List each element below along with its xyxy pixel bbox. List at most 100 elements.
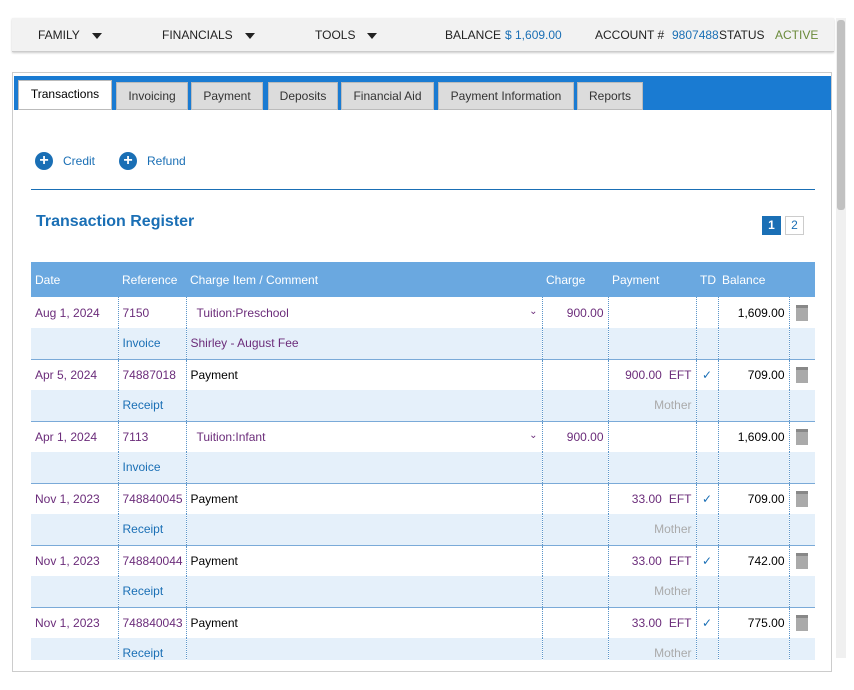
td-flag: ✓ (695, 545, 718, 576)
trash-icon[interactable] (796, 490, 809, 507)
charge-value: 900.00 (566, 305, 604, 320)
column-header: Balance (718, 262, 789, 297)
payer: Mother (607, 514, 696, 546)
tab[interactable]: Transactions (18, 80, 112, 110)
cell (695, 514, 718, 546)
page-button[interactable]: 2 (785, 216, 804, 235)
date: Nov 1, 2023 (31, 545, 118, 576)
plus-icon: + (35, 152, 53, 170)
financials-menu[interactable]: FINANCIALS (162, 28, 255, 42)
row-detail: Receipt Mother (31, 638, 815, 660)
charge: 900.00 (541, 297, 608, 328)
cell (541, 390, 608, 422)
balance: 775.00 (717, 607, 789, 638)
payer-text: Mother (654, 584, 692, 599)
comment: Shirley - August Fee (185, 328, 542, 360)
doc-link[interactable]: Receipt (117, 390, 186, 422)
menu-label: FAMILY (38, 28, 80, 42)
divider (31, 189, 815, 190)
date: Apr 5, 2024 (31, 359, 118, 390)
comment-text: Shirley - August Fee (190, 336, 299, 351)
payer-text: Mother (654, 398, 692, 413)
cell (788, 638, 815, 660)
balance-value: $ 1,609.00 (505, 28, 562, 42)
td-flag (695, 421, 718, 452)
cell (788, 576, 815, 608)
scroll-thumb[interactable] (837, 20, 845, 210)
item-text: Payment (190, 491, 238, 506)
payer: Mother (607, 390, 696, 422)
check: ✓ (701, 553, 713, 568)
trash-icon[interactable] (796, 366, 809, 383)
trash-icon[interactable] (796, 304, 809, 321)
doc-link[interactable]: Receipt (117, 638, 186, 660)
row: Apr 5, 2024 74887018 Payment 900.00 EFT ✓ 709.… (31, 359, 815, 390)
charge (541, 545, 608, 576)
tools-menu[interactable]: TOOLS (315, 28, 378, 42)
charge-value: 900.00 (566, 429, 604, 444)
trash-icon[interactable] (796, 428, 809, 445)
balance: 742.00 (717, 545, 789, 576)
payment-value: 900.00 (625, 367, 662, 382)
column-header: Date (31, 262, 118, 297)
date: Nov 1, 2023 (31, 483, 118, 514)
date: Nov 1, 2023 (31, 607, 118, 638)
header-row: Date Reference Charge Item / Comment Charge… (31, 262, 815, 297)
row-detail: Invoice Shirley - August Fee (31, 328, 815, 360)
cell (717, 390, 789, 422)
action-button[interactable]: + Refund (119, 152, 186, 170)
tab[interactable]: Payment (191, 82, 263, 110)
doc-link[interactable]: Invoice (117, 452, 186, 484)
cell (695, 638, 718, 660)
cell (541, 452, 608, 484)
status-label: STATUS (719, 28, 765, 42)
charge-item[interactable]: Tuition:Infant ⌄ (185, 421, 542, 452)
payment (607, 421, 696, 452)
item-text: Payment (190, 367, 238, 382)
balance: 1,609.00 (717, 297, 789, 328)
trash-icon[interactable] (796, 614, 809, 631)
tab[interactable]: Financial Aid (341, 82, 434, 110)
tab[interactable]: Deposits (268, 82, 338, 110)
doc-link[interactable]: Invoice (117, 328, 186, 360)
column-header (789, 262, 815, 297)
date: Apr 1, 2024 (31, 421, 118, 452)
doc-link[interactable]: Receipt (117, 514, 186, 546)
item-select: Tuition:Infant (196, 429, 266, 444)
tab[interactable]: Payment Information (438, 82, 574, 110)
trash-icon[interactable] (796, 552, 809, 569)
payment-value: 33.00 (631, 491, 662, 506)
scrollbar[interactable] (836, 18, 846, 658)
account-label: ACCOUNT # (595, 28, 665, 42)
reference: 7150 (117, 297, 186, 328)
cell (788, 514, 815, 546)
cell (541, 514, 608, 546)
payment-method: EFT (668, 615, 692, 630)
table-body: Aug 1, 2024 7150 Tuition:Preschool ⌄ 900.00 1… (31, 297, 815, 660)
charge (541, 607, 608, 638)
doc-link[interactable]: Receipt (117, 576, 186, 608)
payment-value: 33.00 (631, 615, 662, 630)
payer (607, 452, 696, 484)
item-text: Payment (190, 553, 238, 568)
tab[interactable]: Invoicing (116, 82, 188, 110)
comment (185, 638, 542, 660)
delete-cell (788, 297, 815, 328)
plus-icon: + (119, 152, 137, 170)
page-button[interactable]: 1 (762, 216, 781, 235)
tab[interactable]: Reports (577, 82, 643, 110)
row-detail: Receipt Mother (31, 390, 815, 422)
delete-cell (788, 545, 815, 576)
charge: 900.00 (541, 421, 608, 452)
payment-method: EFT (668, 553, 692, 568)
charge-item: Payment (185, 483, 542, 514)
cell (695, 390, 718, 422)
action-button[interactable]: + Credit (35, 152, 95, 170)
charge-item[interactable]: Tuition:Preschool ⌄ (185, 297, 542, 328)
comment (185, 390, 542, 422)
balance: 709.00 (717, 483, 789, 514)
cell (717, 328, 789, 360)
family-menu[interactable]: FAMILY (38, 28, 102, 42)
cell (717, 638, 789, 660)
cell (541, 328, 608, 360)
